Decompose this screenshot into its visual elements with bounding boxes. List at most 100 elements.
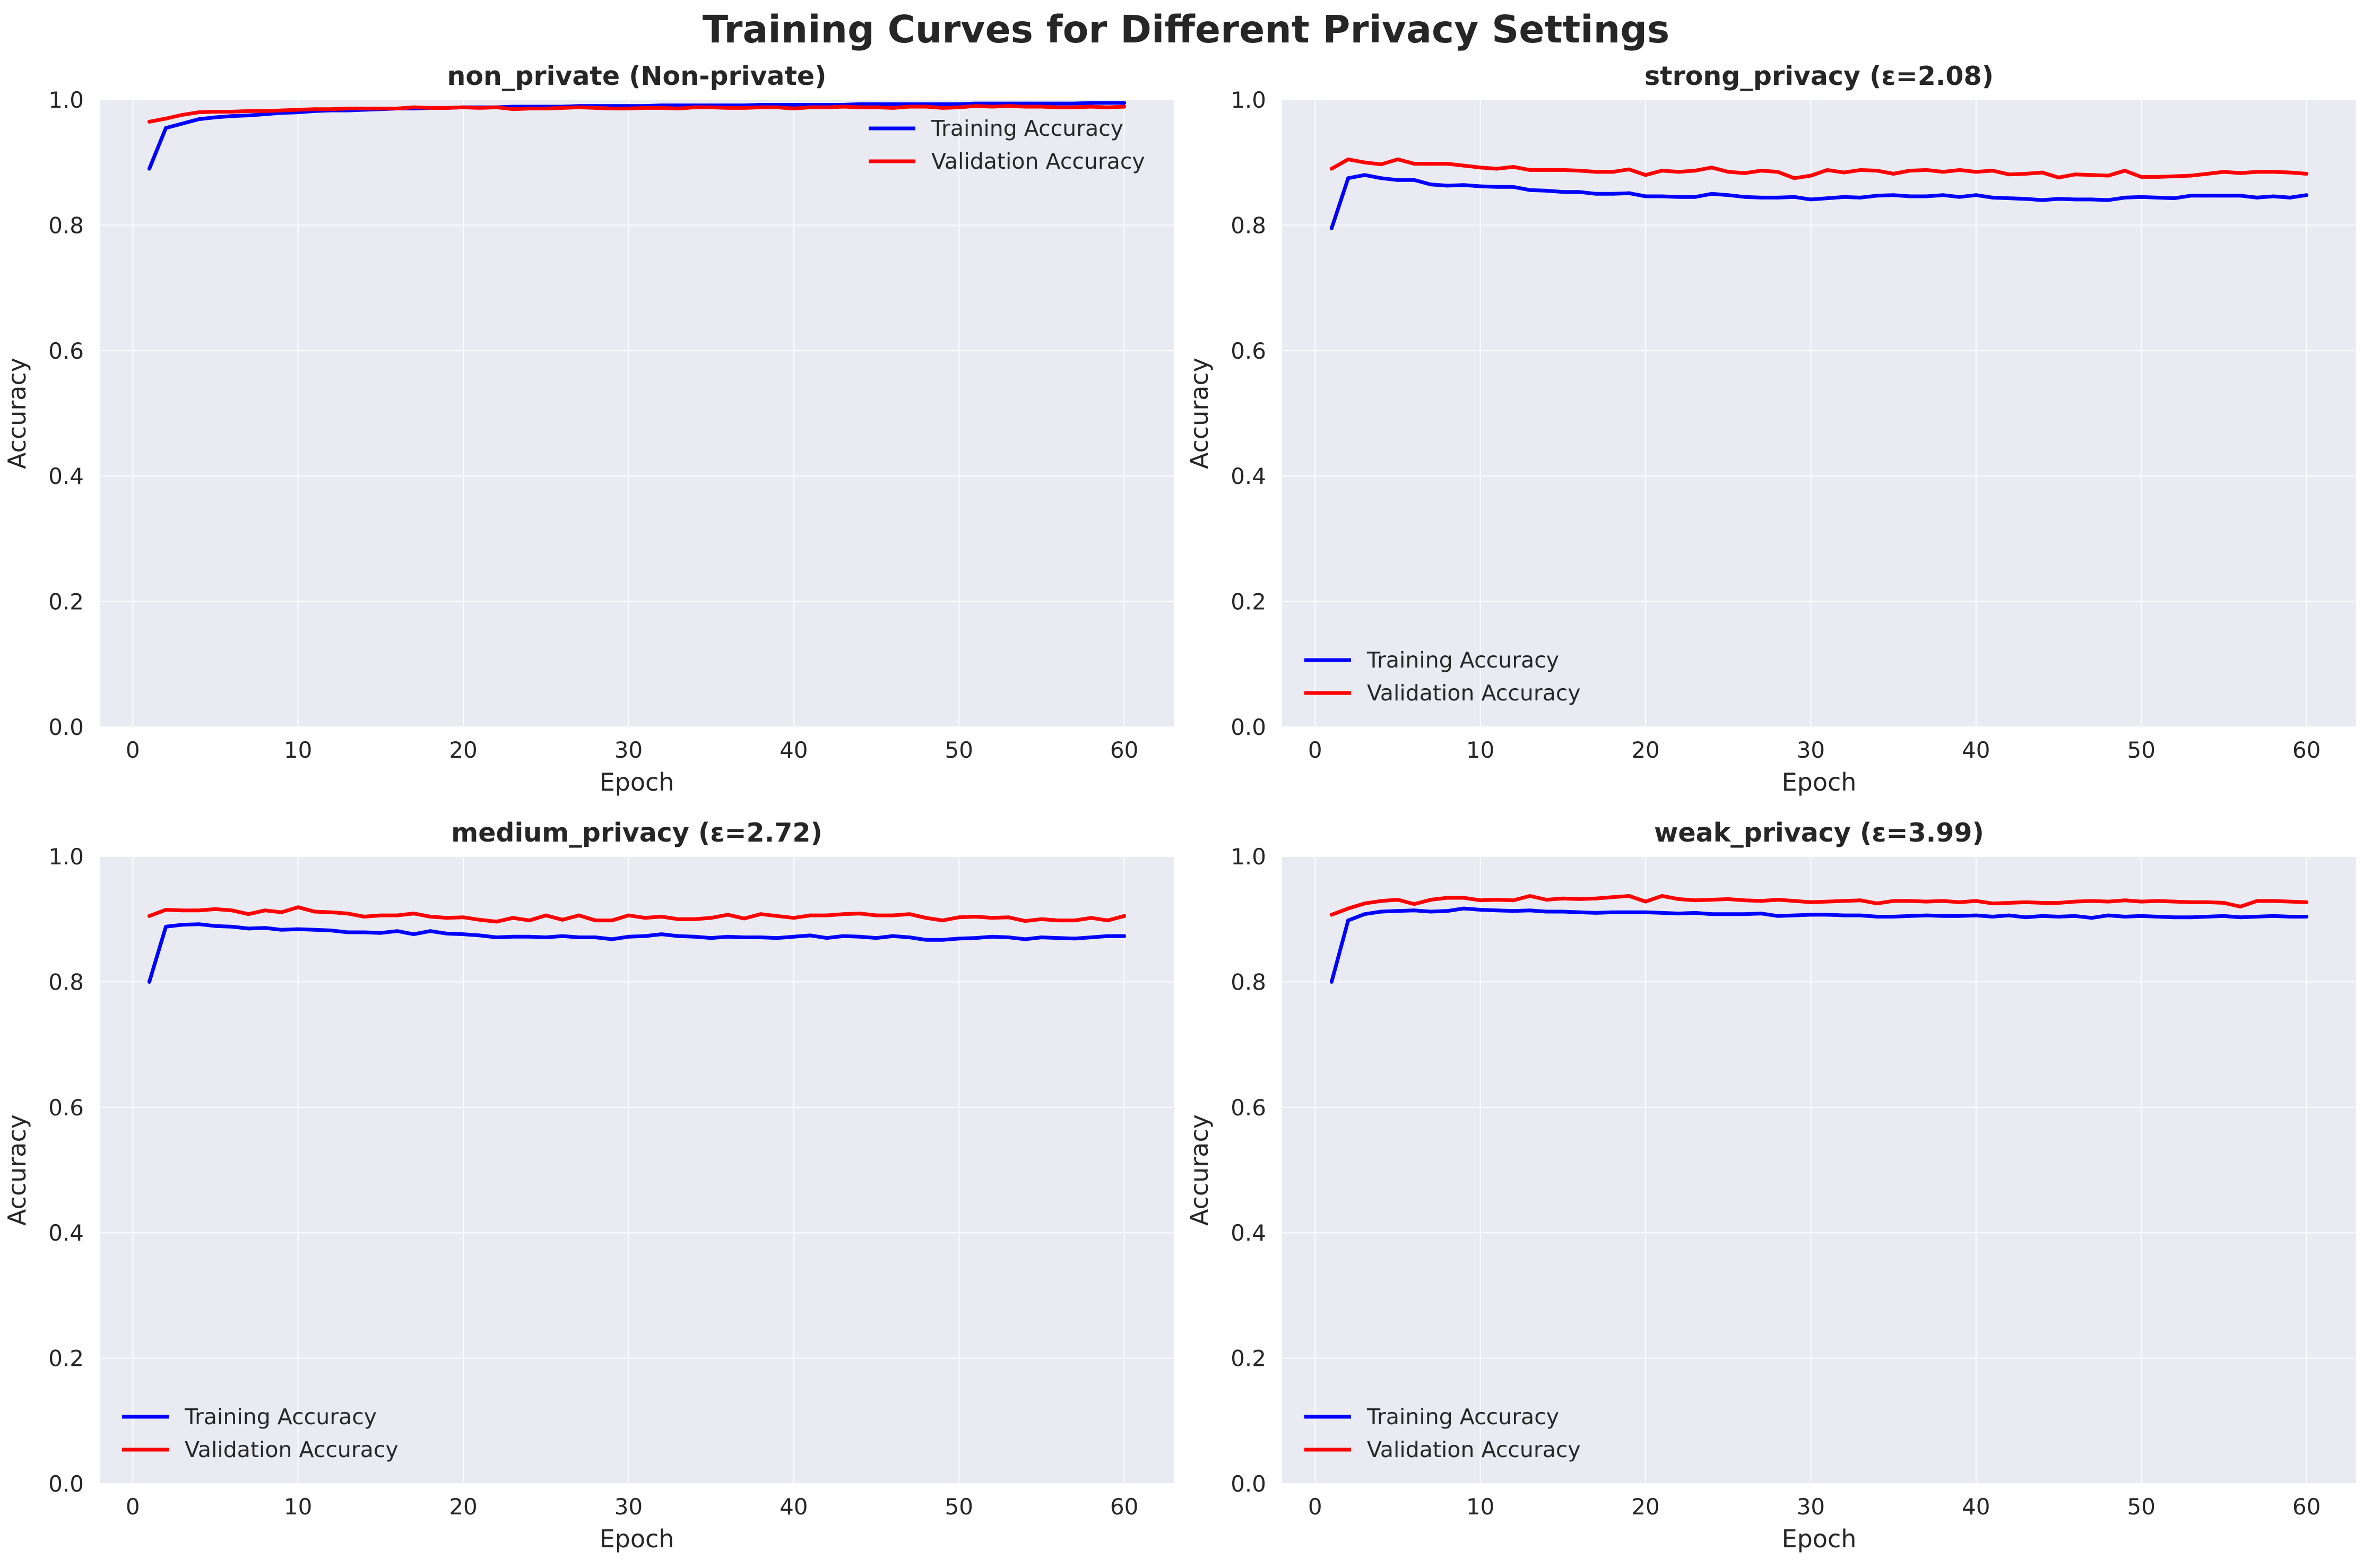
data-point [875, 913, 878, 917]
data-point [1693, 195, 1697, 199]
data-point [1329, 913, 1334, 917]
data-point [1974, 899, 1978, 903]
data-point [1495, 908, 1499, 913]
data-point [1958, 168, 1962, 172]
data-point [1875, 915, 1879, 919]
x-tick-label: 0 [1308, 1494, 1322, 1520]
x-tick-label: 10 [1466, 1494, 1494, 1520]
data-point [1792, 195, 1796, 199]
data-point [1329, 226, 1334, 230]
data-point [1329, 980, 1334, 984]
data-point [2288, 170, 2292, 175]
data-point [2057, 176, 2061, 180]
data-point [1941, 914, 1945, 918]
data-point [643, 916, 647, 920]
data-point [1578, 897, 1581, 901]
data-point [1808, 913, 1813, 917]
y-tick-label: 0.6 [48, 338, 84, 364]
data-point [1346, 919, 1351, 923]
data-point [527, 107, 532, 110]
y-tick-label: 0.2 [1231, 589, 1266, 615]
data-point [560, 106, 565, 110]
legend-label: Training Accuracy [184, 1404, 377, 1430]
data-point [362, 107, 366, 110]
data-point [577, 935, 581, 939]
data-point [180, 122, 185, 126]
data-point [1122, 105, 1127, 109]
data-point [875, 102, 878, 106]
data-point [626, 107, 630, 110]
data-point [1462, 183, 1466, 187]
data-point [2255, 195, 2259, 200]
legend-label: Validation Accuracy [1367, 1437, 1581, 1462]
data-point [362, 915, 366, 919]
data-point [1105, 101, 1110, 105]
data-point [692, 917, 697, 921]
data-point [197, 117, 201, 122]
data-point [2073, 197, 2077, 202]
data-point [1478, 184, 1483, 188]
data-point [2238, 194, 2243, 198]
data-point [1627, 167, 1631, 171]
data-point [1990, 169, 1995, 173]
data-point [2155, 899, 2160, 903]
data-point [2155, 915, 2160, 919]
y-tick-label: 0.8 [1231, 212, 1266, 238]
data-point [2172, 174, 2176, 178]
plot-area [1282, 856, 2356, 1484]
data-point [1462, 906, 1466, 911]
data-point [2040, 901, 2044, 905]
chart-panel-3: 0 10 20 30 40 50 60 0.0 0.2 0.4 0.6 0.8 1.0 Epoch Accu… [3, 818, 1174, 1553]
legend: Training Accuracy Validation Accuracy [122, 1404, 399, 1462]
data-point [1544, 168, 1548, 172]
x-tick-label: 40 [780, 737, 808, 763]
y-tick-label: 1.0 [48, 87, 84, 113]
data-point [2189, 194, 2193, 198]
data-point [478, 106, 482, 110]
data-point [1875, 169, 1879, 173]
data-point [1040, 101, 1044, 106]
data-point [841, 934, 845, 938]
data-point [1941, 193, 1945, 197]
data-point [924, 105, 928, 109]
data-point [1412, 178, 1416, 182]
data-point [2172, 915, 2176, 920]
data-point [957, 105, 961, 109]
data-point [1445, 909, 1449, 913]
data-point [1891, 915, 1895, 919]
data-point [378, 107, 383, 110]
data-point [1974, 170, 1978, 174]
data-point [2305, 900, 2309, 904]
data-point [147, 980, 151, 984]
data-point [1462, 163, 1466, 168]
data-point [1445, 162, 1449, 166]
data-point [1710, 898, 1714, 902]
legend-label: Training Accuracy [1366, 647, 1559, 673]
x-tick-label: 60 [2292, 737, 2321, 763]
chart-panel-4: 0 10 20 30 40 50 60 0.0 0.2 0.4 0.6 0.8 1.0 Epoch Accu… [1185, 818, 2356, 1553]
data-point [1776, 898, 1780, 902]
data-point [1676, 897, 1681, 901]
x-tick-label: 0 [126, 1494, 140, 1520]
data-point [1429, 898, 1433, 902]
training-accuracy-points [1329, 906, 2309, 984]
data-point [1858, 913, 1863, 917]
data-point [792, 107, 796, 110]
data-point [2007, 196, 2011, 201]
data-point [2305, 915, 2309, 919]
legend-label: Validation Accuracy [931, 149, 1145, 174]
data-point [197, 110, 201, 115]
data-point [230, 908, 234, 913]
data-point [1346, 176, 1351, 180]
y-tick-label: 0.0 [48, 714, 84, 740]
data-point [164, 126, 168, 130]
data-point [957, 937, 961, 941]
data-point [1743, 171, 1747, 175]
data-point [147, 119, 151, 124]
y-tick-label: 1.0 [48, 844, 84, 870]
data-point [2123, 195, 2127, 200]
data-point [1660, 194, 1664, 198]
data-point [1792, 899, 1796, 903]
data-point [2123, 169, 2127, 173]
data-point [1908, 194, 1912, 198]
